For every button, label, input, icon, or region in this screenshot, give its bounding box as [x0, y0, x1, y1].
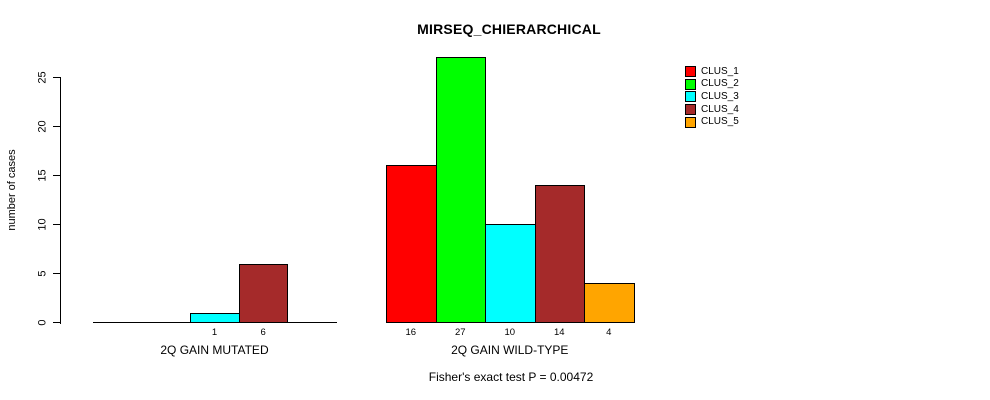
bar-clus_4	[238, 263, 289, 323]
chart-title: MIRSEQ_CHIERARCHICAL	[417, 21, 601, 37]
y-axis-tick	[53, 322, 60, 323]
legend-swatch-clus_1	[685, 66, 696, 77]
bar-clus_3	[485, 224, 536, 323]
legend-label: CLUS_5	[701, 116, 739, 128]
bar-value-label: 10	[504, 327, 516, 338]
y-axis-line	[60, 77, 61, 324]
y-axis-tick-label: 25	[36, 70, 49, 84]
bar-clus_1	[386, 165, 437, 323]
y-axis-tick	[53, 223, 60, 225]
bar-value-label: 27	[454, 327, 466, 338]
group-label: 2Q GAIN WILD-TYPE	[451, 343, 569, 357]
legend-swatch-clus_5	[685, 116, 696, 128]
y-axis-tick-label: 0	[36, 319, 49, 326]
bar-clus_4	[534, 185, 585, 323]
bar-value-label: 16	[405, 327, 417, 338]
bar-value-label: 14	[553, 327, 565, 338]
y-axis-tick-label: 20	[36, 119, 49, 133]
y-axis-tick-label: 5	[36, 270, 49, 277]
y-axis-tick-label: 15	[36, 169, 49, 182]
legend-swatch-clus_4	[685, 104, 696, 116]
bar-value-label: 1	[211, 327, 218, 338]
bar-clus_3	[190, 312, 240, 323]
bar-clus_5	[584, 283, 635, 323]
y-axis-tick	[53, 76, 60, 78]
annotation-fisher-test: Fisher's exact test P = 0.00472	[428, 370, 594, 384]
bar-value-label: 6	[260, 327, 266, 338]
legend-label: CLUS_4	[701, 103, 739, 115]
bar-value-label: 4	[606, 327, 612, 338]
legend-label: CLUS_3	[701, 90, 739, 102]
bar-clus_2	[435, 57, 486, 323]
y-axis-tick	[53, 272, 60, 274]
legend-label: CLUS_1	[701, 65, 739, 77]
legend-label: CLUS_2	[701, 78, 739, 90]
y-axis-tick-label: 10	[36, 218, 49, 231]
group-label: 2Q GAIN MUTATED	[160, 343, 269, 357]
legend-swatch-clus_3	[685, 91, 696, 103]
y-axis-label: number of cases	[6, 149, 18, 231]
y-axis-tick	[53, 174, 60, 176]
y-axis-tick	[53, 125, 60, 127]
legend-swatch-clus_2	[685, 78, 696, 90]
